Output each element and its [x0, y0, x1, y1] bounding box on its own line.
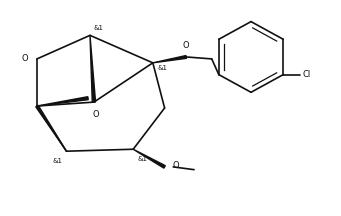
Polygon shape [90, 35, 95, 102]
Text: O: O [22, 54, 28, 64]
Text: Cl: Cl [302, 70, 310, 79]
Text: O: O [183, 41, 190, 50]
Text: &1: &1 [94, 25, 104, 31]
Text: &1: &1 [158, 65, 167, 71]
Polygon shape [36, 105, 66, 151]
Text: O: O [173, 161, 179, 170]
Text: &1: &1 [53, 158, 62, 164]
Text: O: O [93, 110, 100, 119]
Polygon shape [153, 56, 187, 63]
Polygon shape [37, 97, 88, 106]
Polygon shape [133, 149, 165, 168]
Text: &1: &1 [138, 156, 148, 162]
